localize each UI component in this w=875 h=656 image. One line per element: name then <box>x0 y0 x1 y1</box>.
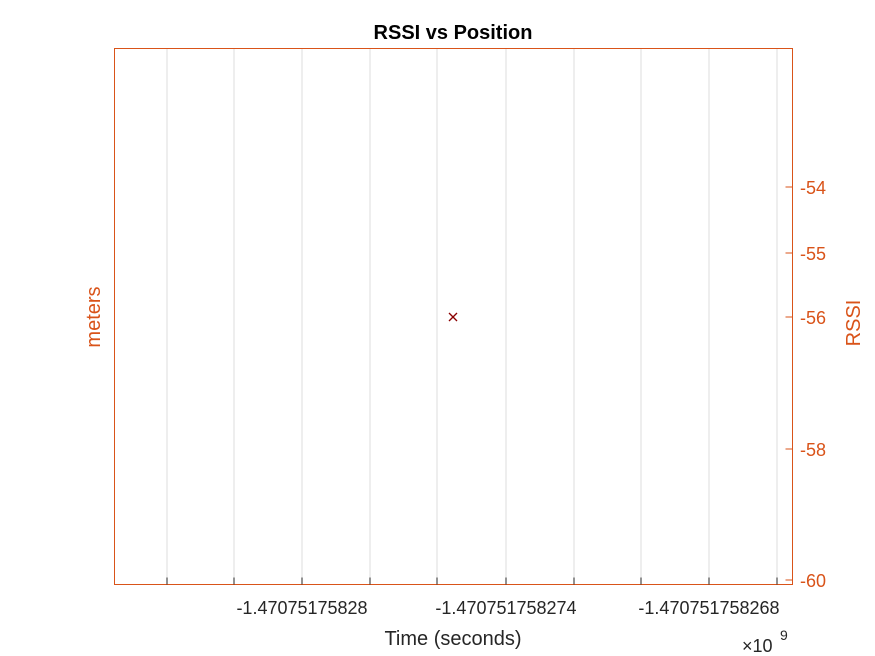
right-y-tick-label: -60 <box>800 571 826 591</box>
x-axis-label: Time (seconds) <box>384 628 521 650</box>
x-axis-ticks: -1.47075175828 -1.470751758274 -1.47075175… <box>166 577 780 618</box>
data-points <box>448 312 458 322</box>
right-y-tick-label: -58 <box>800 440 826 460</box>
x-exponent-power: 9 <box>780 627 788 643</box>
data-point-x-marker <box>448 312 458 322</box>
left-y-axis-label: meters <box>83 286 105 347</box>
right-y-tick-label: -56 <box>800 308 826 328</box>
right-y-axis-label: RSSI <box>843 300 865 347</box>
x-exponent-multiplier: ×10 <box>742 636 773 656</box>
x-tick-label: -1.470751758268 <box>638 598 779 618</box>
right-y-tick-label: -55 <box>800 244 826 264</box>
chart-title: RSSI vs Position <box>374 22 533 44</box>
right-y-axis-ticks: -54 -55 -56 -58 -60 <box>785 178 826 591</box>
right-y-tick-label: -54 <box>800 178 826 198</box>
x-grid <box>166 48 778 585</box>
x-tick-label: -1.470751758274 <box>435 598 576 618</box>
x-tick-label: -1.47075175828 <box>236 598 367 618</box>
